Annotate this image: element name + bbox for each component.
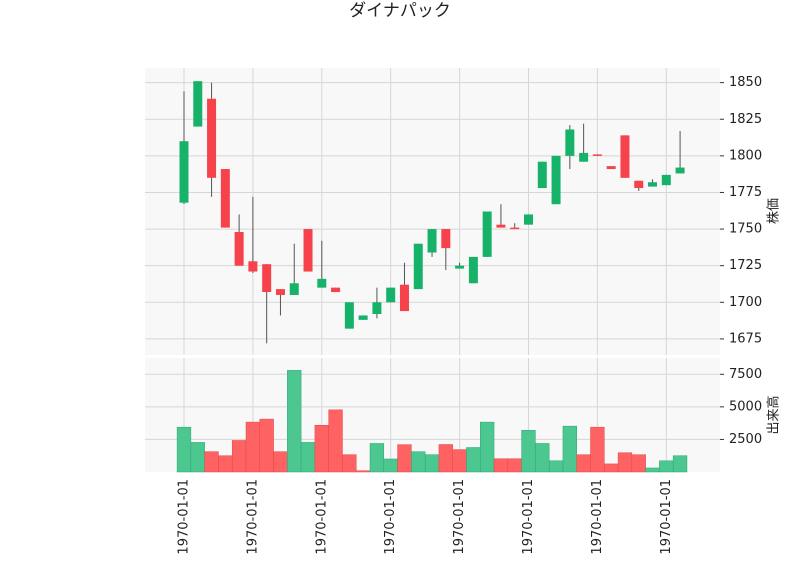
candle-body <box>303 229 313 272</box>
volume-bar <box>631 454 646 473</box>
y-tick-label: 1825 <box>729 112 762 127</box>
x-tick-label: 1970-01-01 <box>245 479 260 555</box>
volume-bar <box>659 460 674 473</box>
volume-bar <box>466 447 481 473</box>
x-tick-label: 1970-01-01 <box>659 479 674 555</box>
candle-body <box>193 81 203 127</box>
candle-body <box>358 315 368 320</box>
volume-bar <box>535 443 550 473</box>
candle-body <box>524 214 533 225</box>
volume-bar <box>314 424 329 473</box>
volume-bar <box>204 451 219 473</box>
volume-bar <box>245 421 261 473</box>
volume-bar <box>438 444 453 473</box>
candle-body <box>496 224 506 228</box>
candle-body <box>441 229 451 249</box>
volume-bar <box>617 452 633 473</box>
y2-tick-label: 2500 <box>729 432 762 447</box>
x-tick-label: 1970-01-01 <box>521 479 536 555</box>
volume-bar <box>672 455 688 473</box>
volume-bar <box>452 449 467 473</box>
volume-bar <box>176 426 192 473</box>
volume-bar <box>328 409 343 473</box>
volume-bar <box>231 440 247 473</box>
volume-bar <box>507 458 522 473</box>
candle-body <box>606 166 616 170</box>
candle-body <box>468 256 478 284</box>
candle-body <box>620 135 630 178</box>
candle-body <box>537 161 547 189</box>
y2-tick-label: 5000 <box>729 399 762 414</box>
volume-bar <box>369 443 385 473</box>
candle-body <box>179 141 189 203</box>
candle-body <box>262 264 272 293</box>
volume-bar <box>397 444 412 473</box>
volume-bar <box>342 454 357 473</box>
x-tick-label: 1970-01-01 <box>590 479 605 555</box>
y2-axis-label: 出来高 <box>766 395 782 434</box>
candle-body <box>565 129 575 156</box>
candle-body <box>289 283 299 295</box>
x-tick-label: 1970-01-01 <box>314 479 329 555</box>
candle-body <box>386 287 396 303</box>
y-tick-label: 1775 <box>729 185 762 200</box>
candle-body <box>427 229 437 253</box>
candle-body <box>317 278 327 288</box>
chart-title: ダイナパック <box>349 1 451 21</box>
candle-body <box>551 155 561 205</box>
volume-bar <box>645 467 660 473</box>
volume-bar <box>480 421 495 473</box>
y-tick-label: 1800 <box>729 148 762 163</box>
volume-bar <box>521 430 536 473</box>
candle-body <box>413 243 423 290</box>
volume-bar <box>300 442 316 473</box>
volume-bar <box>548 460 564 473</box>
volume-bar <box>576 454 591 473</box>
volume-bar <box>273 451 288 473</box>
y2-tick-label: 7500 <box>729 367 762 382</box>
candle-body <box>510 227 520 230</box>
y-tick-label: 1700 <box>729 295 762 310</box>
candle-body <box>661 174 671 186</box>
volume-bar <box>383 458 398 473</box>
volume-bar <box>190 442 205 473</box>
candle-body <box>372 302 382 314</box>
candle-body <box>399 284 409 312</box>
x-tick-label: 1970-01-01 <box>452 479 467 555</box>
candle-body <box>675 167 685 174</box>
candle-body <box>579 152 589 162</box>
candle-body <box>275 289 285 295</box>
candle-body <box>220 169 230 228</box>
volume-bar <box>218 455 233 473</box>
y-tick-label: 1850 <box>729 75 762 90</box>
volume-bar <box>424 454 440 473</box>
candle-body <box>248 261 258 272</box>
x-tick-label: 1970-01-01 <box>177 479 192 555</box>
y-tick-label: 1725 <box>729 258 762 273</box>
volume-bar <box>604 463 619 473</box>
y-tick-label: 1750 <box>729 222 762 237</box>
volume-bar <box>287 370 302 473</box>
y-axis-label: 株価 <box>767 198 782 224</box>
candle-body <box>344 302 354 329</box>
candle-body <box>648 182 658 187</box>
candle-body <box>634 180 644 189</box>
candle-body <box>234 232 244 266</box>
volume-bar <box>562 425 577 473</box>
candle-body <box>482 211 492 257</box>
candle-body <box>455 265 465 269</box>
candle-body <box>207 98 217 178</box>
volume-bar <box>590 426 605 473</box>
y-tick-label: 1675 <box>729 331 762 346</box>
x-tick-label: 1970-01-01 <box>383 479 398 555</box>
candle-body <box>331 287 341 293</box>
volume-bar <box>411 451 426 473</box>
candle-body <box>592 154 602 156</box>
price-panel <box>145 68 720 355</box>
volume-bar <box>493 458 509 473</box>
volume-bar <box>355 470 371 473</box>
volume-bar <box>259 418 274 473</box>
